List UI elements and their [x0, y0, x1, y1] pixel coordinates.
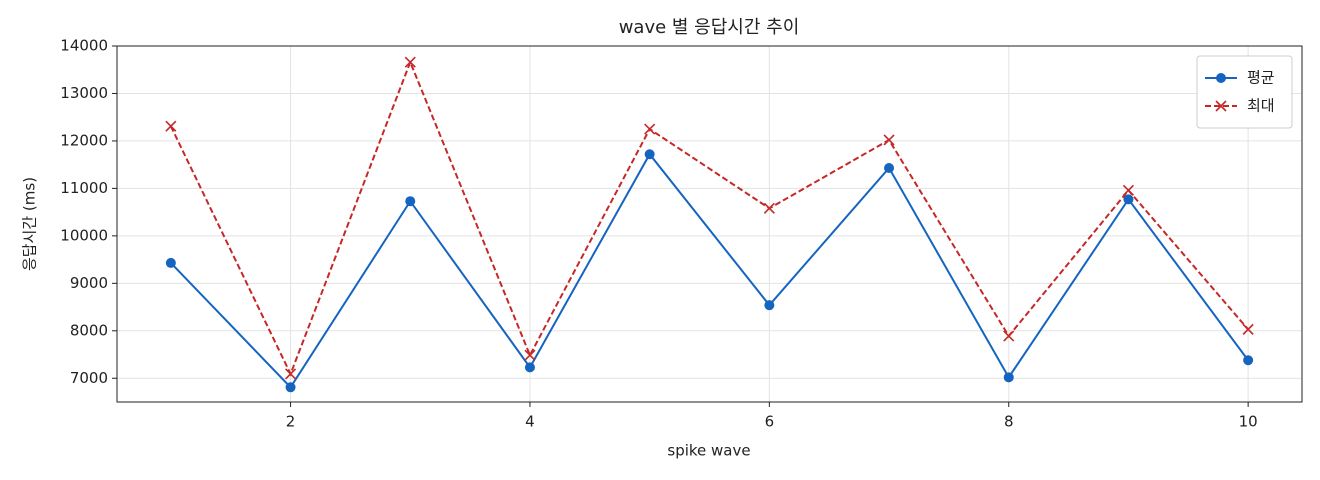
point [524, 349, 536, 361]
legend-box [1196, 55, 1293, 129]
point [763, 202, 775, 214]
point [1122, 184, 1135, 196]
point [284, 368, 297, 380]
legend-marker [1215, 100, 1227, 112]
series-line [170, 152, 1249, 389]
legend-label: 최대 [1247, 97, 1275, 115]
y-tick-label: 8000 [70, 321, 108, 339]
point [165, 120, 177, 132]
point [524, 362, 535, 373]
y-tick-label: 9000 [70, 274, 108, 292]
y-tick-label: 7000 [70, 369, 108, 387]
y-tick-label: 13000 [60, 84, 108, 102]
legend-marker [1216, 73, 1226, 83]
point [1242, 323, 1254, 335]
point [405, 196, 416, 207]
point [404, 56, 416, 68]
point [1243, 355, 1254, 366]
x-tick-label: 6 [765, 413, 775, 431]
plot-frame [116, 45, 1303, 403]
point [1003, 372, 1014, 383]
x-axis-label: spike wave [667, 442, 750, 460]
point [165, 257, 176, 268]
x-tick-label: 8 [1004, 413, 1014, 431]
y-axis-label: 응답시간 (ms) [21, 177, 39, 271]
point [764, 300, 775, 311]
point [285, 382, 296, 393]
legend-label: 평균 [1247, 69, 1275, 87]
point [644, 149, 655, 160]
y-tick-label: 12000 [60, 131, 108, 149]
y-tick-label: 11000 [60, 179, 108, 197]
point [883, 134, 895, 146]
x-tick-label: 4 [525, 413, 535, 431]
point [884, 162, 895, 173]
x-tick-label: 2 [286, 413, 296, 431]
y-tick-label: 14000 [60, 37, 108, 55]
y-tick-label: 10000 [60, 226, 108, 244]
point [1003, 330, 1015, 342]
x-tick-label: 10 [1239, 413, 1258, 431]
point [1123, 194, 1134, 205]
point [644, 123, 656, 135]
chart-title: wave 별 응답시간 추이 [619, 17, 800, 38]
series-line [169, 59, 1249, 377]
